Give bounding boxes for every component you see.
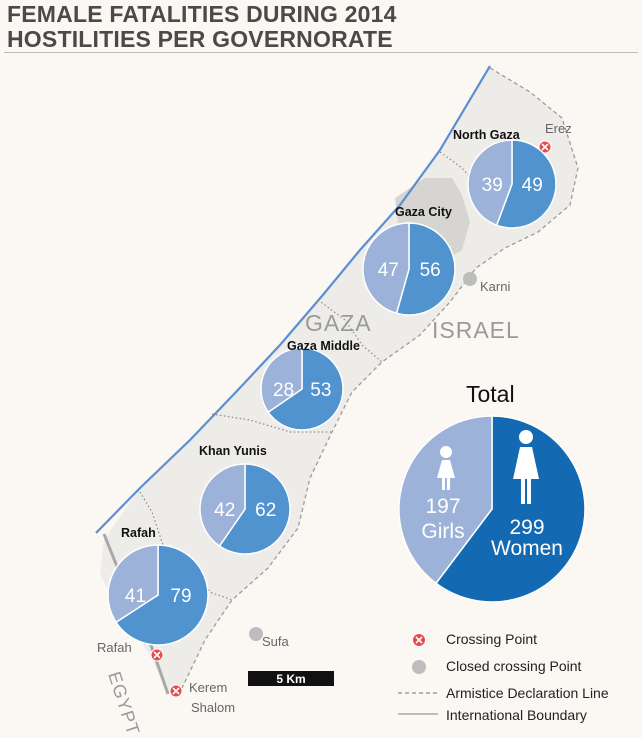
title-divider (4, 52, 638, 53)
title-line-1: FEMALE FATALITIES DURING 2014 (7, 1, 397, 27)
closed-crossing-icon (249, 627, 263, 641)
legend-international: International Boundary (446, 707, 587, 723)
girls-value: 39 (482, 175, 503, 196)
crossing-point-icon (169, 684, 183, 698)
coastline (95, 65, 491, 534)
women-slice (218, 463, 291, 555)
girls-slice (199, 463, 246, 548)
women-value: 62 (255, 500, 276, 521)
legend-armistice: Armistice Declaration Line (446, 685, 609, 701)
girl-icon (437, 446, 455, 490)
girls-slice (107, 544, 159, 624)
girls-slice (260, 347, 303, 414)
crossing-point-icon (538, 140, 552, 154)
armistice-line (181, 67, 579, 689)
girls-value: 41 (125, 586, 146, 607)
girls-value: 28 (273, 380, 294, 401)
women-slice (495, 139, 557, 229)
total-girls-label: Girls (421, 520, 464, 543)
women-value: 49 (522, 175, 543, 196)
boundary-gaza-city (317, 299, 383, 363)
women-value: 56 (420, 260, 441, 281)
closed-crossing-icon (463, 272, 477, 286)
girls-value: 47 (378, 260, 399, 281)
women-value: 53 (310, 380, 331, 401)
women-slice (434, 415, 586, 603)
governorate-label: Gaza Middle (287, 339, 360, 353)
label-shalom: Shalom (191, 700, 235, 715)
women-value: 79 (170, 586, 191, 607)
governorate-pies: 39 49 North Gaza 47 56 Gaza City 28 53 Gaza Midd… (107, 128, 557, 646)
crossing-point-icon (150, 648, 164, 662)
label-rafah-crossing: Rafah (97, 640, 132, 655)
governorate-label: Gaza City (395, 205, 452, 219)
label-gaza: GAZA (305, 310, 372, 336)
legend-closed: Closed crossing Point (446, 658, 582, 674)
legend-crossing: Crossing Point (446, 631, 537, 647)
label-kerem: Kerem (189, 680, 227, 695)
crossing-point-icon (412, 633, 426, 647)
total-girls-value: 197 (425, 495, 460, 518)
girls-slice (398, 415, 493, 585)
total-pie (398, 415, 586, 603)
label-sufa: Sufa (262, 634, 290, 649)
label-erez: Erez (545, 121, 572, 136)
label-egypt: EGYPT (104, 669, 143, 738)
pie-rafah: 41 79 (107, 544, 209, 646)
boundary-gaza-middle (211, 413, 332, 433)
girls-value: 42 (214, 500, 235, 521)
label-karni: Karni (480, 279, 510, 294)
page-title: FEMALE FATALITIES DURING 2014 HOSTILITIE… (7, 2, 397, 52)
scale-bar (248, 671, 334, 686)
label-israel: ISRAEL (432, 317, 520, 343)
pie-north-gaza: 39 49 (467, 139, 557, 229)
women-slice (267, 347, 344, 431)
governorate-label: Khan Yunis (199, 444, 267, 458)
total-women-label: Women (491, 537, 563, 560)
scale-label: 5 Km (276, 672, 305, 686)
pie-gaza-city: 47 56 (362, 222, 456, 316)
title-line-2: HOSTILITIES PER GOVERNORATE (7, 26, 393, 52)
governorate-label: Rafah (121, 526, 156, 540)
pie-khan-yunis: 42 62 (199, 463, 291, 555)
girls-slice (362, 222, 410, 315)
governorate-label: North Gaza (453, 128, 521, 142)
pie-gaza-middle: 28 53 (260, 347, 344, 431)
legend: Crossing Point Closed crossing Point Arm… (398, 631, 609, 723)
girls-slice (467, 139, 513, 227)
total-women-value: 299 (509, 516, 544, 539)
women-slice (395, 222, 456, 316)
woman-icon (513, 430, 539, 504)
women-slice (115, 544, 209, 646)
closed-crossing-icon (412, 660, 426, 674)
total-title: Total (466, 381, 515, 407)
